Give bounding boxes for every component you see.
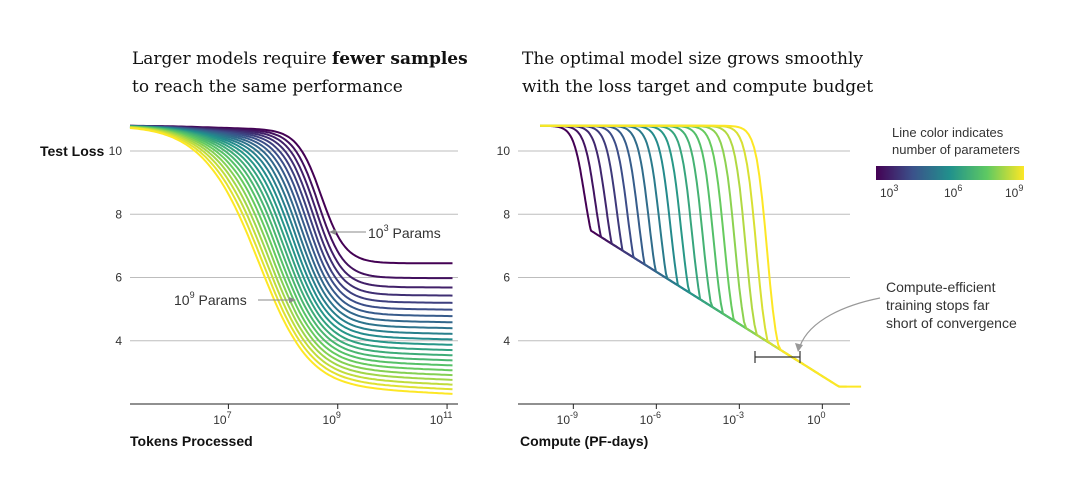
annotation-arrow-head xyxy=(289,297,296,303)
annotation-line2: training stops far xyxy=(886,297,990,313)
annotation-curved-arrow xyxy=(799,297,881,347)
series-line-18 xyxy=(540,124,862,388)
right-series-group xyxy=(539,124,862,388)
annotation-compute-efficient: Compute-efficient training stops far sho… xyxy=(795,279,1017,352)
right-chart-title-line2: with the loss target and compute budget xyxy=(522,77,873,97)
series-line-3 xyxy=(540,124,647,267)
colorbar xyxy=(876,166,1024,180)
legend-title-line2: number of parameters xyxy=(892,142,1020,157)
annotation-line1: Compute-efficient xyxy=(886,279,996,295)
x-tick-label: 100 xyxy=(807,410,825,427)
annotation-1e3-text: 103 Params xyxy=(368,223,441,241)
x-tick-label: 10-6 xyxy=(640,410,661,427)
x-tick-label: 109 xyxy=(323,410,341,427)
series-line-22 xyxy=(129,127,453,395)
annotation-arrow-head xyxy=(795,343,803,352)
left-y-axis-label: Test Loss xyxy=(40,143,105,159)
series-line-2 xyxy=(539,124,633,258)
x-tick-label: 1011 xyxy=(430,410,453,427)
y-tick-label: 4 xyxy=(503,334,510,348)
series-line-21 xyxy=(129,126,453,391)
series-line-18 xyxy=(129,126,453,377)
annotation-1e9-text: 109 Params xyxy=(174,290,247,308)
y-tick-label: 10 xyxy=(497,144,511,158)
left-y-tick-labels: 10 8 6 4 xyxy=(109,144,123,348)
x-tick-label: 10-9 xyxy=(557,410,578,427)
x-tick-label: 107 xyxy=(213,410,231,427)
annotation-1e9-params: 109 Params xyxy=(174,290,296,308)
left-chart-title-line1: Larger models require fewer samples xyxy=(132,49,468,69)
legend-title-line1: Line color indicates xyxy=(892,125,1004,140)
y-tick-label: 8 xyxy=(503,207,510,221)
colorbar-legend: Line color indicates number of parameter… xyxy=(876,125,1024,200)
left-x-axis-label: Tokens Processed xyxy=(130,433,253,449)
right-x-axis-label: Compute (PF-days) xyxy=(520,433,648,449)
annotation-arrow-head xyxy=(329,229,336,235)
left-chart-title-line2: to reach the same performance xyxy=(132,77,403,97)
x-tick-label: 10-3 xyxy=(723,410,744,427)
right-x-ticks: 10-9 10-6 10-3 100 xyxy=(557,404,826,427)
right-y-tick-labels: 10 8 6 4 xyxy=(497,144,511,348)
series-line-17 xyxy=(129,125,453,372)
left-x-ticks: 107 109 1011 xyxy=(213,404,452,427)
right-chart-title-line1: The optimal model size grows smoothly xyxy=(522,49,863,69)
y-tick-label: 4 xyxy=(115,334,122,348)
series-line-20 xyxy=(129,126,453,386)
series-line-12 xyxy=(540,124,776,348)
y-tick-label: 6 xyxy=(503,271,510,285)
series-line-10 xyxy=(540,124,748,330)
left-series-group xyxy=(129,124,453,395)
legend-tick-1e3: 103 xyxy=(880,183,898,200)
series-line-19 xyxy=(129,126,453,381)
legend-tick-1e6: 106 xyxy=(944,183,962,200)
series-line-16 xyxy=(129,125,453,367)
legend-tick-1e9: 109 xyxy=(1005,183,1023,200)
y-tick-label: 6 xyxy=(115,271,122,285)
annotation-line3: short of convergence xyxy=(886,315,1017,331)
annotation-1e3-params: 103 Params xyxy=(329,223,441,241)
convergence-bracket xyxy=(754,351,801,363)
left-gridlines xyxy=(130,150,458,342)
y-tick-label: 10 xyxy=(109,144,123,158)
series-line-16 xyxy=(540,124,833,384)
right-gridlines xyxy=(518,150,850,342)
y-tick-label: 8 xyxy=(115,207,122,221)
